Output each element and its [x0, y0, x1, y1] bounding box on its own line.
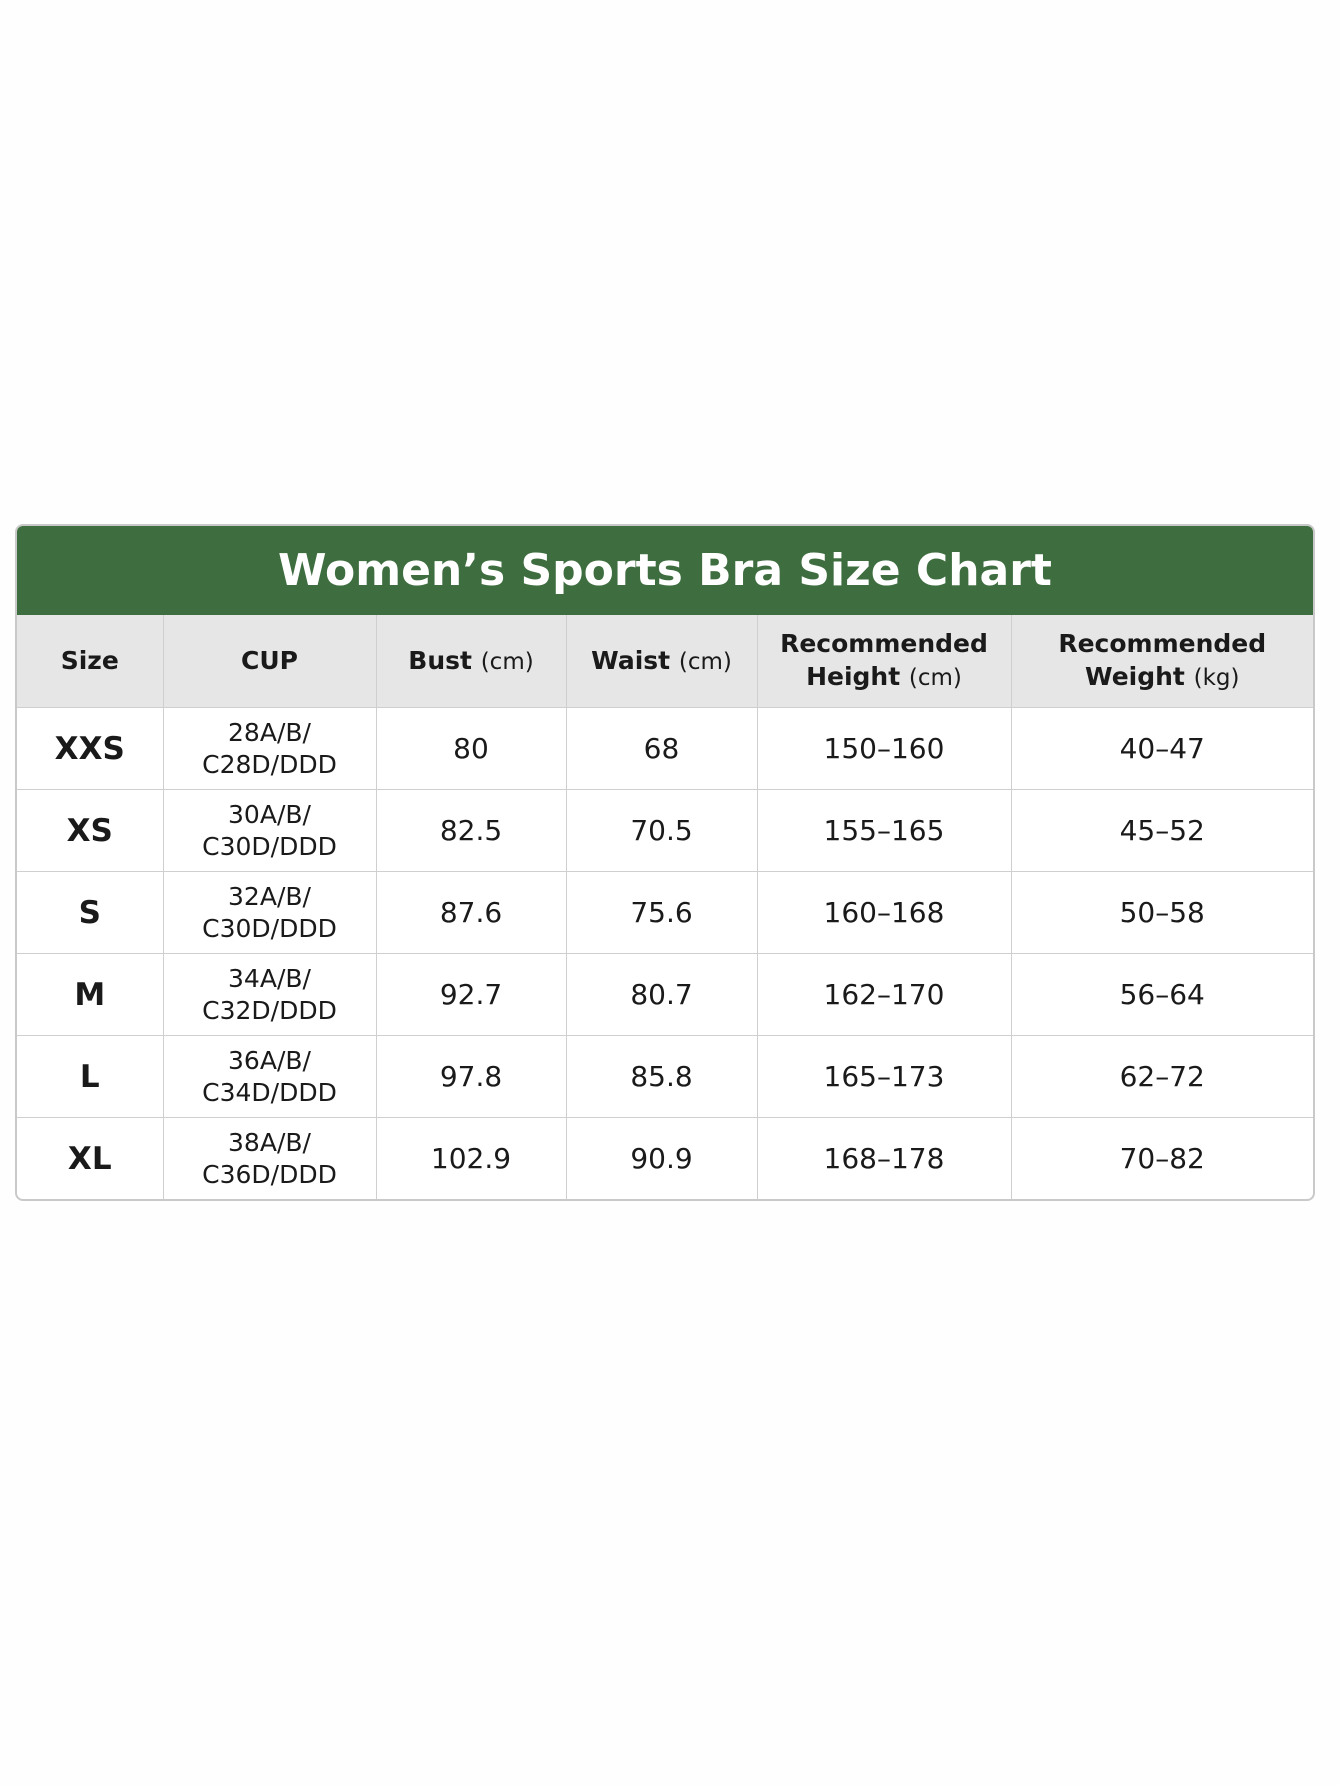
value-cell: 165–173 — [756, 1035, 1012, 1118]
cup-cell: 36A/B/C34D/DDD — [162, 1035, 377, 1118]
header-text: Recommended Weight — [1058, 629, 1267, 691]
header-text: Waist — [591, 645, 671, 675]
table-row: S 32A/B/C30D/DDD 87.6 75.6 160–168 50–58 — [17, 871, 1313, 954]
value-cell: 85.8 — [565, 1035, 758, 1118]
table-row: XXS 28A/B/C28D/DDD 80 68 150–160 40–47 — [17, 707, 1313, 790]
cup-cell: 32A/B/C30D/DDD — [162, 871, 377, 954]
cup-cell: 38A/B/C36D/DDD — [162, 1117, 377, 1199]
table-row: XS 30A/B/C30D/DDD 82.5 70.5 155–165 45–52 — [17, 789, 1313, 872]
header-cell: Recommended Weight (kg) — [1010, 615, 1313, 708]
size-table: Size CUP Bust (cm) Waist (cm) Recommended He… — [17, 615, 1313, 1199]
value-cell: 87.6 — [375, 871, 567, 954]
value-cell: 162–170 — [756, 953, 1012, 1036]
header-unit: (kg) — [1193, 664, 1240, 691]
table-body: XXS 28A/B/C28D/DDD 80 68 150–160 40–47 XS 30A/B… — [17, 707, 1313, 1199]
header-unit: (cm) — [678, 648, 732, 675]
header-cell: Waist (cm) — [565, 615, 758, 708]
header-cell: Recommended Height (cm) — [756, 615, 1012, 708]
cup-cell: 30A/B/C30D/DDD — [162, 789, 377, 872]
cup-cell: 28A/B/C28D/DDD — [162, 707, 377, 790]
cup-line: 30A/B/ — [228, 800, 311, 830]
value-cell: 70–82 — [1010, 1117, 1313, 1199]
header-cell: CUP — [162, 615, 377, 708]
table-row: L 36A/B/C34D/DDD 97.8 85.8 165–173 62–72 — [17, 1035, 1313, 1118]
cup-line: 38A/B/ — [228, 1128, 311, 1158]
value-cell: 75.6 — [565, 871, 758, 954]
value-cell: 155–165 — [756, 789, 1012, 872]
size-cell: M — [17, 953, 164, 1036]
value-cell: 50–58 — [1010, 871, 1313, 954]
header-text: Recommended Height — [780, 629, 988, 691]
header-unit: (cm) — [480, 648, 534, 675]
header-text: Size — [60, 645, 119, 675]
value-cell: 45–52 — [1010, 789, 1313, 872]
size-chart: Women’s Sports Bra Size Chart Size CUP Bus… — [15, 524, 1315, 1201]
value-cell: 56–64 — [1010, 953, 1313, 1036]
table-row: XL 38A/B/C36D/DDD 102.9 90.9 168–178 70–82 — [17, 1117, 1313, 1199]
cup-line: C36D/DDD — [202, 1159, 337, 1189]
value-cell: 150–160 — [756, 707, 1012, 790]
header-text: Bust — [408, 645, 472, 675]
cup-line: C28D/DDD — [202, 749, 337, 779]
value-cell: 160–168 — [756, 871, 1012, 954]
value-cell: 68 — [565, 707, 758, 790]
value-cell: 92.7 — [375, 953, 567, 1036]
cup-line: C34D/DDD — [202, 1077, 337, 1107]
header-unit: (cm) — [908, 664, 962, 691]
cup-line: 28A/B/ — [228, 718, 311, 748]
value-cell: 80.7 — [565, 953, 758, 1036]
value-cell: 40–47 — [1010, 707, 1313, 790]
cup-line: C30D/DDD — [202, 913, 337, 943]
value-cell: 82.5 — [375, 789, 567, 872]
size-cell: L — [17, 1035, 164, 1118]
header-cell: Bust (cm) — [375, 615, 567, 708]
value-cell: 97.8 — [375, 1035, 567, 1118]
header-row: Size CUP Bust (cm) Waist (cm) Recommended He… — [17, 615, 1313, 708]
cup-line: 36A/B/ — [228, 1046, 311, 1076]
size-cell: XS — [17, 789, 164, 872]
value-cell: 90.9 — [565, 1117, 758, 1199]
value-cell: 102.9 — [375, 1117, 567, 1199]
header-text: CUP — [241, 645, 298, 675]
value-cell: 80 — [375, 707, 567, 790]
size-cell: XL — [17, 1117, 164, 1199]
cup-line: C30D/DDD — [202, 831, 337, 861]
size-cell: S — [17, 871, 164, 954]
header-cell: Size — [17, 615, 164, 708]
cup-cell: 34A/B/C32D/DDD — [162, 953, 377, 1036]
table-row: M 34A/B/C32D/DDD 92.7 80.7 162–170 56–64 — [17, 953, 1313, 1036]
title: Women’s Sports Bra Size Chart — [17, 526, 1313, 615]
value-cell: 70.5 — [565, 789, 758, 872]
cup-line: 32A/B/ — [228, 882, 311, 912]
value-cell: 62–72 — [1010, 1035, 1313, 1118]
size-cell: XXS — [17, 707, 164, 790]
cup-line: 34A/B/ — [228, 964, 311, 994]
cup-line: C32D/DDD — [202, 995, 337, 1025]
value-cell: 168–178 — [756, 1117, 1012, 1199]
